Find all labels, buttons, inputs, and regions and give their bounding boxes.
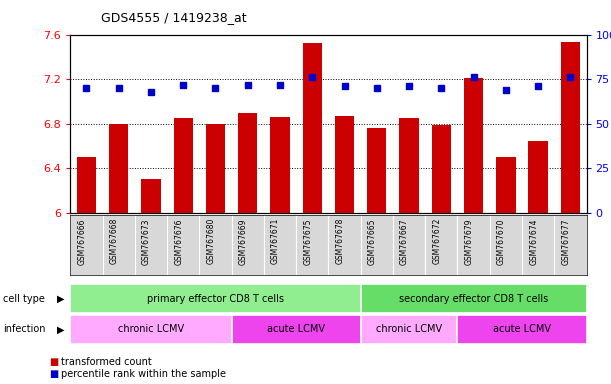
Bar — [77, 157, 96, 213]
Text: GSM767669: GSM767669 — [239, 218, 247, 265]
Text: percentile rank within the sample: percentile rank within the sample — [61, 369, 226, 379]
Text: GSM767667: GSM767667 — [400, 218, 409, 265]
Bar — [238, 113, 257, 213]
Text: GSM767679: GSM767679 — [464, 218, 474, 265]
Text: ■: ■ — [49, 369, 58, 379]
Bar — [174, 118, 193, 213]
Bar — [367, 128, 387, 213]
Text: GSM767665: GSM767665 — [368, 218, 377, 265]
Text: ■: ■ — [49, 357, 58, 367]
Text: cell type: cell type — [3, 293, 45, 304]
Text: chronic LCMV: chronic LCMV — [118, 324, 184, 334]
Text: GSM767677: GSM767677 — [562, 218, 571, 265]
Text: GDS4555 / 1419238_at: GDS4555 / 1419238_at — [101, 12, 246, 25]
Bar — [496, 157, 516, 213]
Bar — [431, 125, 451, 213]
Text: GSM767676: GSM767676 — [174, 218, 183, 265]
Bar — [109, 124, 128, 213]
Bar — [335, 116, 354, 213]
Text: GSM767674: GSM767674 — [529, 218, 538, 265]
Text: GSM767675: GSM767675 — [303, 218, 312, 265]
Text: GSM767670: GSM767670 — [497, 218, 506, 265]
Bar — [141, 179, 161, 213]
Text: ▶: ▶ — [57, 324, 64, 334]
Text: primary effector CD8 T cells: primary effector CD8 T cells — [147, 293, 284, 304]
Text: GSM767672: GSM767672 — [433, 218, 441, 265]
Bar — [400, 118, 419, 213]
Bar — [529, 141, 548, 213]
Text: transformed count: transformed count — [61, 357, 152, 367]
Text: acute LCMV: acute LCMV — [267, 324, 325, 334]
Bar — [270, 117, 290, 213]
Text: GSM767666: GSM767666 — [78, 218, 86, 265]
Text: GSM767671: GSM767671 — [271, 218, 280, 265]
Text: GSM767668: GSM767668 — [109, 218, 119, 265]
Text: secondary effector CD8 T cells: secondary effector CD8 T cells — [399, 293, 548, 304]
Bar — [464, 78, 483, 213]
Text: GSM767678: GSM767678 — [335, 218, 345, 265]
Bar — [561, 42, 580, 213]
Text: ▶: ▶ — [57, 293, 64, 304]
Bar — [206, 124, 225, 213]
Text: acute LCMV: acute LCMV — [493, 324, 551, 334]
Bar — [302, 43, 322, 213]
Text: infection: infection — [3, 324, 46, 334]
Text: GSM767673: GSM767673 — [142, 218, 151, 265]
Text: GSM767680: GSM767680 — [207, 218, 216, 265]
Text: chronic LCMV: chronic LCMV — [376, 324, 442, 334]
